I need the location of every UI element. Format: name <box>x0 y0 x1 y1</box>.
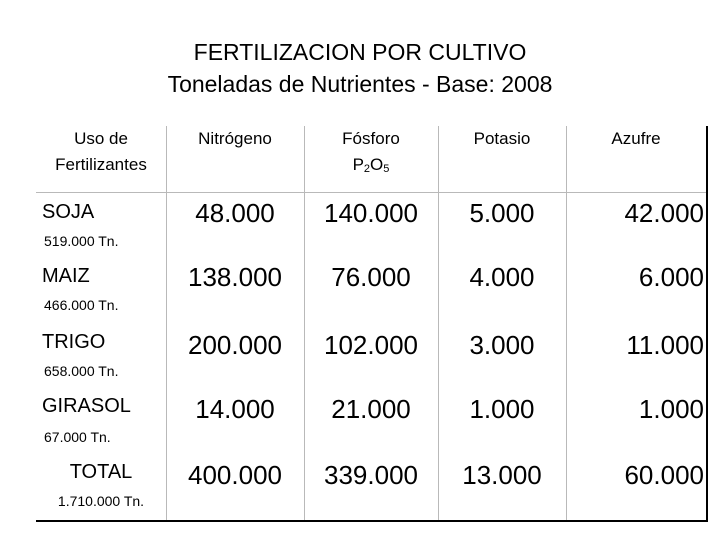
fertilizer-table: Uso de Fertilizantes Nitrógeno Fósforo P… <box>36 126 708 522</box>
total-tons: 1.710.000 Tn. <box>57 493 145 509</box>
title-line-2: Toneladas de Nutrientes - Base: 2008 <box>167 71 553 97</box>
total-label: TOTAL <box>69 461 133 483</box>
column-divider <box>304 126 305 520</box>
value-nitrogeno: 200.000 <box>188 330 282 360</box>
header-nitrogeno: Nitrógeno <box>198 129 272 148</box>
header-uso-line-1: Uso de <box>74 129 128 148</box>
header-fosforo: Fósforo P2O5 <box>304 126 438 182</box>
page-title: FERTILIZACION POR CULTIVO Toneladas de N… <box>0 36 720 100</box>
value-potasio: 4.000 <box>469 262 535 292</box>
value-potasio: 1.000 <box>469 394 535 424</box>
title-line-1: FERTILIZACION POR CULTIVO <box>193 39 527 65</box>
value-nitrogeno: 14.000 <box>195 394 275 424</box>
crop-tons: 466.000 Tn. <box>44 297 119 313</box>
formula-p: P <box>352 155 364 174</box>
crop-name: SOJA <box>42 201 95 223</box>
value-fosforo: 140.000 <box>324 198 418 228</box>
crop-name: MAIZ <box>42 265 90 287</box>
value-nitrogeno: 138.000 <box>188 262 282 292</box>
header-potasio: Potasio <box>473 129 531 148</box>
crop-name: GIRASOL <box>42 395 131 417</box>
value-potasio: 5.000 <box>469 198 535 228</box>
value-fosforo: 339.000 <box>324 460 418 490</box>
value-azufre: 1.000 <box>638 394 704 424</box>
header-uso-fertilizantes: Uso de Fertilizantes <box>38 126 164 178</box>
header-uso-line-2: Fertilizantes <box>55 155 147 174</box>
formula-sub-2: 2 <box>363 163 371 175</box>
header-azufre: Azufre <box>611 129 661 148</box>
crop-name: TRIGO <box>42 331 106 353</box>
value-azufre: 6.000 <box>638 262 704 292</box>
value-potasio: 3.000 <box>469 330 535 360</box>
column-divider <box>166 126 167 520</box>
value-potasio: 13.000 <box>462 460 542 490</box>
crop-tons: 519.000 Tn. <box>44 233 119 249</box>
value-nitrogeno: 48.000 <box>195 198 275 228</box>
value-azufre: 60.000 <box>624 460 704 490</box>
formula-o: O <box>370 155 384 174</box>
header-fosforo-label: Fósforo <box>342 129 400 148</box>
crop-tons: 67.000 Tn. <box>44 429 111 445</box>
value-fosforo: 102.000 <box>324 330 418 360</box>
value-fosforo: 76.000 <box>331 262 411 292</box>
value-azufre: 11.000 <box>626 330 704 360</box>
value-nitrogeno: 400.000 <box>188 460 282 490</box>
header-fosforo-formula: P2O5 <box>304 152 438 182</box>
formula-sub-5: 5 <box>383 163 390 175</box>
column-divider <box>566 126 567 520</box>
value-fosforo: 21.000 <box>331 394 411 424</box>
column-divider <box>438 126 439 520</box>
crop-tons: 658.000 Tn. <box>44 363 119 379</box>
value-azufre: 42.000 <box>624 198 704 228</box>
header-divider <box>36 192 706 193</box>
